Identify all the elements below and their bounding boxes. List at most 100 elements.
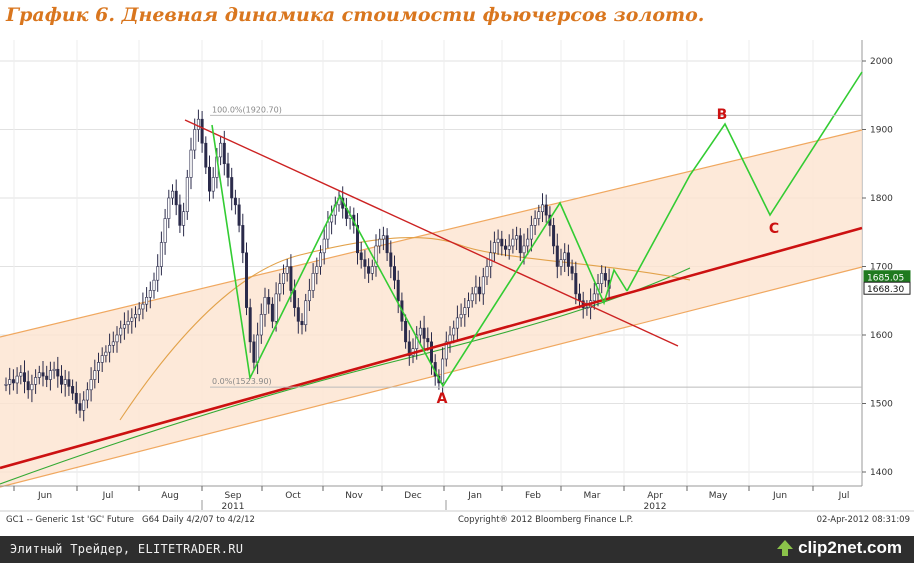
x-tick-label: Sep <box>225 491 242 501</box>
x-tick-label: Oct <box>285 491 301 501</box>
candle-body <box>455 317 459 329</box>
candle-body <box>263 297 267 315</box>
candle-body <box>285 266 289 274</box>
candle-body <box>119 327 123 336</box>
candle-body <box>245 252 249 308</box>
candle-body <box>459 314 463 319</box>
candle-body <box>444 341 448 360</box>
candle-body <box>603 273 607 281</box>
clip2net-badge[interactable]: clip2net.com <box>776 538 902 558</box>
candle-body <box>156 266 160 281</box>
y-tick-label: 1600 <box>870 331 893 341</box>
candle-body <box>145 297 149 305</box>
candle-body <box>315 266 319 274</box>
candle-body <box>122 324 126 329</box>
candle-body <box>152 279 156 291</box>
candle-body <box>148 290 152 298</box>
candle-body <box>48 370 52 380</box>
candle-body <box>293 290 297 308</box>
candle-body <box>219 142 223 158</box>
candle-body <box>167 197 171 219</box>
candle-body <box>503 245 507 250</box>
candle-body <box>67 379 71 387</box>
x-tick-label: Feb <box>525 491 541 501</box>
candle-body <box>182 211 186 226</box>
candle-body <box>533 218 537 226</box>
candle-body <box>30 384 34 391</box>
candle-body <box>185 177 189 212</box>
historical-wave-line <box>211 124 628 388</box>
y-tick-label: 1500 <box>870 400 893 410</box>
channel-fill <box>0 130 862 487</box>
candle-body <box>59 375 63 385</box>
x-tick-label: Aug <box>161 491 179 501</box>
candle-body <box>89 379 93 391</box>
wave-label: A <box>437 391 448 407</box>
candle-body <box>515 235 519 240</box>
channel-lower-line <box>0 266 863 488</box>
candle-body <box>552 225 556 247</box>
wave-annotations: A B C <box>437 107 780 407</box>
candle-body <box>418 327 422 336</box>
timestamp-label: 02-Apr-2012 08:31:09 <box>817 515 910 525</box>
candle-body <box>278 283 282 295</box>
candle-body <box>559 259 563 267</box>
x-tick-label: Nov <box>345 491 363 501</box>
candle-body <box>22 372 26 382</box>
candle-body <box>526 238 530 247</box>
price-label-box <box>863 281 911 295</box>
candle-body <box>45 375 49 380</box>
candle-body <box>507 245 511 250</box>
down-trendline <box>184 119 679 347</box>
wave-label: C <box>769 221 779 237</box>
candle-body <box>115 334 119 343</box>
candle-body <box>233 197 237 206</box>
fibonacci-levels: 100.0%(1920.70) 0.0%(1523.90) <box>210 105 862 388</box>
candle-body <box>100 355 104 363</box>
candle-body <box>281 273 285 284</box>
candle-body <box>56 368 60 377</box>
x-tick-label: Jul <box>102 491 114 501</box>
candle-body <box>563 252 567 260</box>
candle-body <box>522 245 526 254</box>
price-axis-background <box>862 30 914 486</box>
candle-body <box>492 242 496 254</box>
projected-wave-line <box>626 71 863 292</box>
x-tick-label: Jul <box>838 491 850 501</box>
candle-body <box>208 166 212 192</box>
candle-body <box>270 303 274 322</box>
candle-body <box>363 259 367 267</box>
candle-body <box>555 245 559 267</box>
candle-body <box>355 225 359 254</box>
candle-body <box>429 341 433 363</box>
candle-body <box>174 190 178 206</box>
candle-body <box>104 351 108 356</box>
candle-body <box>52 368 56 371</box>
candle-body <box>248 307 252 343</box>
candle-body <box>204 142 208 168</box>
x-axis: Jun Jul Aug Sep Oct Nov Dec Jan Feb Mar Apr May Jun J… <box>0 485 862 512</box>
copyright-label: Copyright® 2012 Bloomberg Finance L.P. <box>458 515 633 525</box>
price-label-text: 1668.30 <box>867 285 904 295</box>
candle-body <box>11 379 15 384</box>
candle-body <box>111 341 115 346</box>
candle-body <box>93 370 97 380</box>
candle-body <box>108 344 112 353</box>
candle-body <box>37 372 41 378</box>
candle-body <box>385 235 389 254</box>
year-label: 2011 <box>222 502 245 512</box>
candle-body <box>8 379 12 385</box>
candle-body <box>392 266 396 281</box>
candle-body <box>511 238 515 247</box>
candle-body <box>63 379 67 385</box>
candle-body <box>396 279 400 302</box>
y-tick-label: 1400 <box>870 468 893 478</box>
period-label: G64 Daily 4/2/07 to 4/2/12 <box>142 515 255 525</box>
candle-body <box>600 273 604 284</box>
fib-label: 0.0%(1523.90) <box>212 377 272 386</box>
trendlines <box>0 119 863 470</box>
candle-body <box>19 372 23 377</box>
wave-label: B <box>717 107 728 123</box>
wave-lines <box>211 71 863 388</box>
